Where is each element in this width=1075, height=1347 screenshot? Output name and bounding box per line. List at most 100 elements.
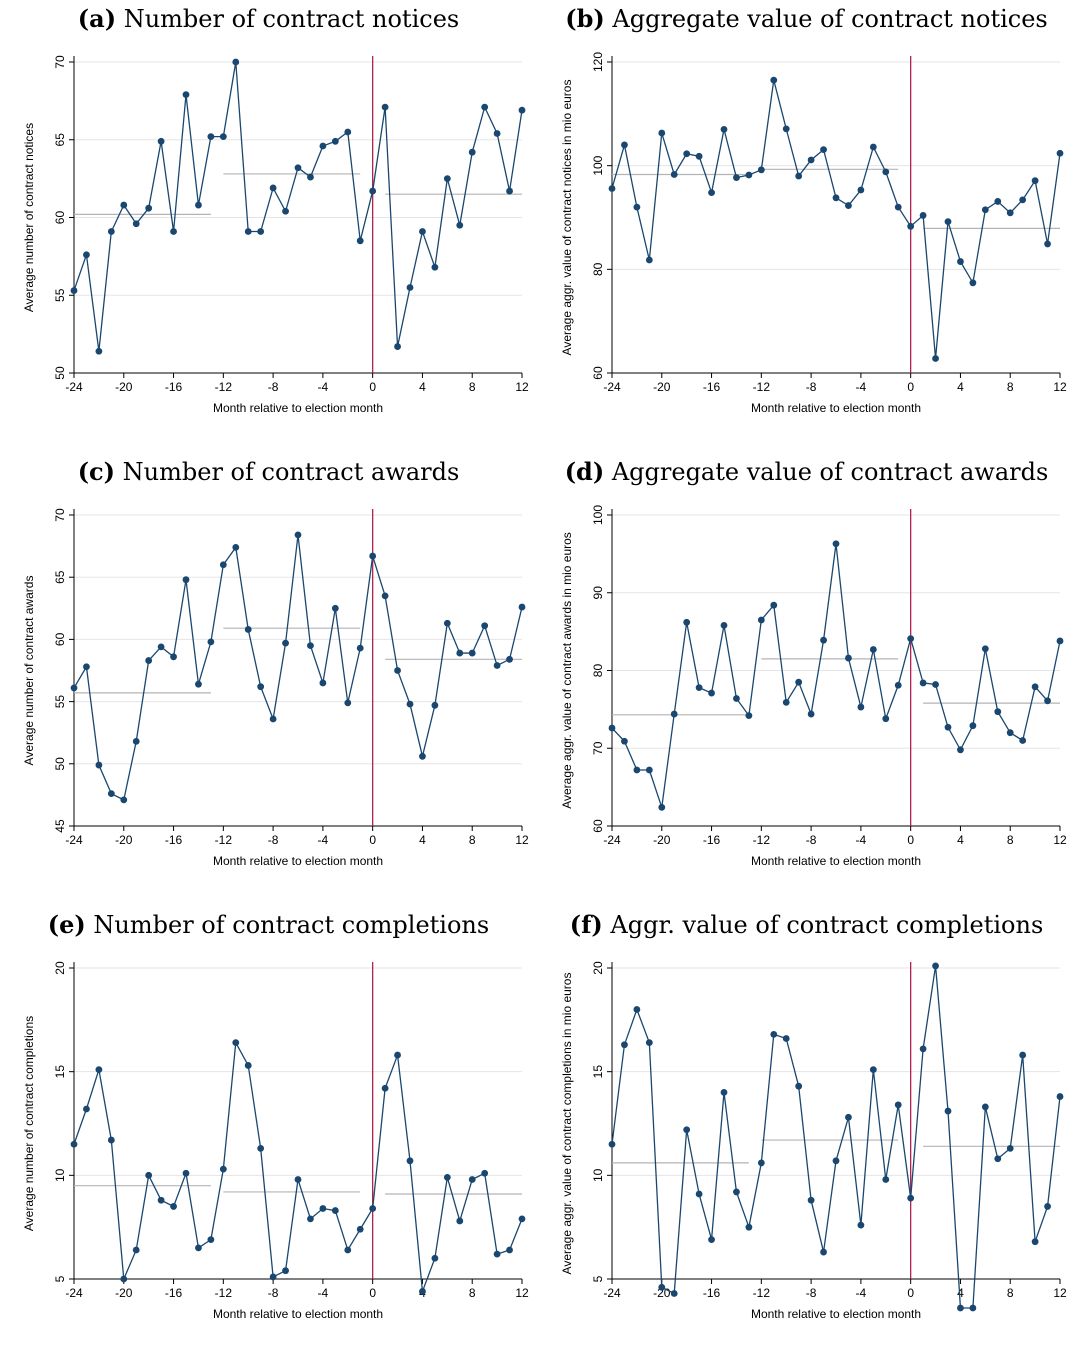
data-point — [195, 1244, 202, 1252]
data-point — [294, 164, 302, 172]
data-point — [443, 1174, 451, 1181]
x-tick-label: -4 — [856, 1286, 867, 1300]
y-tick-label: 50 — [53, 757, 67, 771]
data-point — [195, 680, 202, 688]
data-point — [493, 130, 501, 137]
y-axis-title: Average number of contract notices — [22, 123, 36, 312]
panel-d: (d) Aggregate value of contract awards 6… — [538, 453, 1075, 894]
panel-title: (a) Number of contract notices — [0, 4, 537, 33]
data-point — [845, 1113, 852, 1121]
data-point — [107, 1136, 115, 1144]
data-point — [770, 76, 778, 84]
data-point — [518, 106, 526, 114]
data-point — [894, 1101, 902, 1109]
data-point — [807, 710, 815, 718]
data-point — [170, 1203, 177, 1210]
data-point — [219, 133, 227, 141]
data-point — [120, 1275, 128, 1283]
data-point — [857, 1221, 865, 1229]
data-point — [70, 287, 78, 294]
data-point — [468, 1176, 476, 1183]
panel-title: (d) Aggregate value of contract awards — [538, 457, 1075, 486]
y-tick-label: 80 — [591, 262, 605, 276]
chart-c: 45 50 55 60 65 70 -24 -20 -16 -12 -8 -4 0 4 8 12 Month r… — [22, 508, 529, 868]
data-point — [807, 156, 815, 164]
series-line — [611, 543, 1061, 808]
x-tick-label: -24 — [65, 833, 83, 847]
panel-title-text: Number of contract completions — [93, 911, 490, 939]
x-tick-label: -12 — [215, 833, 233, 847]
x-tick-label: -24 — [65, 380, 83, 394]
data-point — [232, 58, 240, 66]
series-line — [73, 534, 523, 801]
data-point — [132, 738, 140, 745]
x-tick-label: -24 — [603, 833, 621, 847]
data-point — [394, 1051, 401, 1059]
data-point — [770, 1030, 778, 1038]
x-tick-label: -8 — [806, 1286, 817, 1300]
data-point — [633, 766, 641, 774]
data-point — [1056, 149, 1064, 157]
data-point — [720, 125, 728, 133]
data-point — [506, 187, 513, 195]
data-point — [506, 1246, 513, 1254]
data-point — [645, 1039, 653, 1047]
data-point — [969, 1304, 977, 1312]
y-tick-label: 60 — [591, 819, 605, 833]
data-point — [795, 172, 803, 180]
panel-f: (f) Aggr. value of contract completions … — [538, 906, 1075, 1347]
data-point — [745, 712, 753, 719]
data-point — [70, 684, 78, 692]
x-tick-label: -4 — [318, 1286, 329, 1300]
data-point — [994, 1155, 1002, 1163]
data-point — [232, 1039, 240, 1047]
data-point — [658, 1283, 666, 1291]
y-tick-label: 70 — [53, 508, 67, 522]
data-point — [456, 221, 464, 229]
data-point — [845, 654, 852, 662]
data-point — [307, 1215, 314, 1223]
data-point — [658, 129, 666, 137]
data-point — [1031, 177, 1039, 185]
series-line — [611, 965, 1061, 1309]
panel-letter: (f) — [569, 910, 603, 939]
x-tick-label: -20 — [653, 833, 671, 847]
x-tick-label: -16 — [703, 380, 721, 394]
data-point — [406, 700, 414, 708]
data-point — [493, 1250, 501, 1258]
data-point — [431, 701, 439, 709]
data-point — [157, 137, 165, 145]
x-tick-label: -12 — [753, 1286, 771, 1300]
data-point — [356, 237, 364, 245]
y-tick-label: 90 — [591, 586, 605, 600]
data-point — [145, 1171, 153, 1179]
data-point — [182, 1169, 190, 1177]
data-point — [157, 1196, 165, 1204]
data-point — [683, 618, 691, 626]
data-point — [882, 1176, 890, 1183]
data-point — [182, 91, 190, 99]
y-tick-label: 65 — [53, 133, 67, 147]
data-point — [481, 1169, 489, 1177]
x-tick-label: 4 — [419, 380, 426, 394]
data-point — [608, 724, 616, 732]
x-tick-label: -12 — [215, 1286, 233, 1300]
data-point — [381, 592, 389, 600]
y-tick-label: 10 — [591, 1168, 605, 1182]
chart-a: 50 55 60 65 70 -24 -20 -16 -12 -8 -4 0 4 8 12 Month rel… — [22, 55, 529, 415]
data-point — [344, 128, 352, 136]
data-point — [1044, 240, 1051, 248]
data-point — [319, 679, 327, 687]
data-point — [832, 194, 840, 202]
y-tick-label: 20 — [591, 961, 605, 975]
data-point — [1056, 1093, 1064, 1100]
y-tick-label: 50 — [53, 366, 67, 380]
x-tick-label: 12 — [1053, 833, 1067, 847]
data-point — [294, 531, 302, 539]
data-point — [331, 1207, 339, 1214]
data-point — [733, 1188, 740, 1196]
data-point — [608, 1140, 616, 1148]
data-point — [981, 206, 989, 214]
x-tick-label: 12 — [1053, 380, 1067, 394]
